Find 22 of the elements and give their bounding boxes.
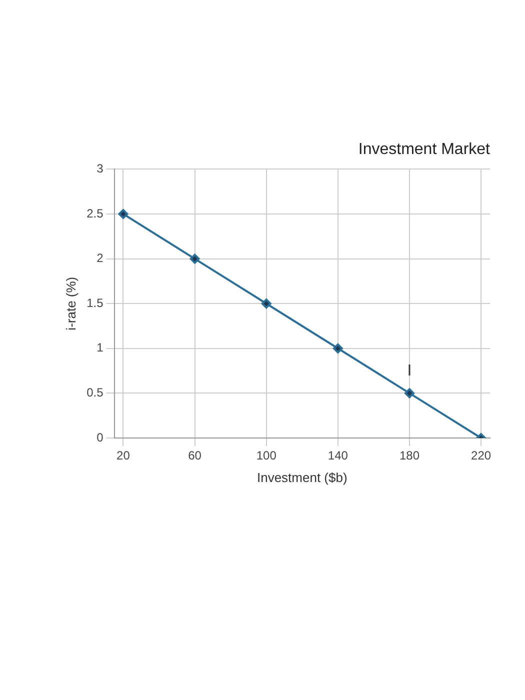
x-tick-label: 180: [399, 448, 420, 463]
y-tick-label: 3: [96, 162, 104, 176]
point: [332, 343, 343, 354]
y-tick-label: 0: [96, 430, 104, 444]
y-tick-label: 2.5: [86, 206, 104, 220]
chart-title: Investment Market: [358, 141, 491, 158]
series-label: I: [407, 362, 412, 380]
point: [118, 209, 128, 219]
x-tick-label: 20: [116, 448, 130, 463]
y-tick-label: 0.5: [86, 386, 104, 400]
y-tick-label: 2: [96, 251, 104, 266]
x-tick-label: 220: [471, 448, 492, 463]
x-tick-label: 100: [256, 448, 277, 463]
y-tick-label: 1: [96, 340, 104, 355]
point: [261, 298, 272, 309]
y-axis-title: i-rate (%): [63, 276, 78, 330]
x-tick-label: 60: [188, 448, 202, 463]
point: [190, 254, 200, 264]
point: [404, 388, 414, 398]
x-axis-title: Investment ($b): [256, 470, 348, 485]
x-tick-label: 140: [328, 448, 348, 463]
y-tick-label: 1.5: [86, 296, 104, 310]
